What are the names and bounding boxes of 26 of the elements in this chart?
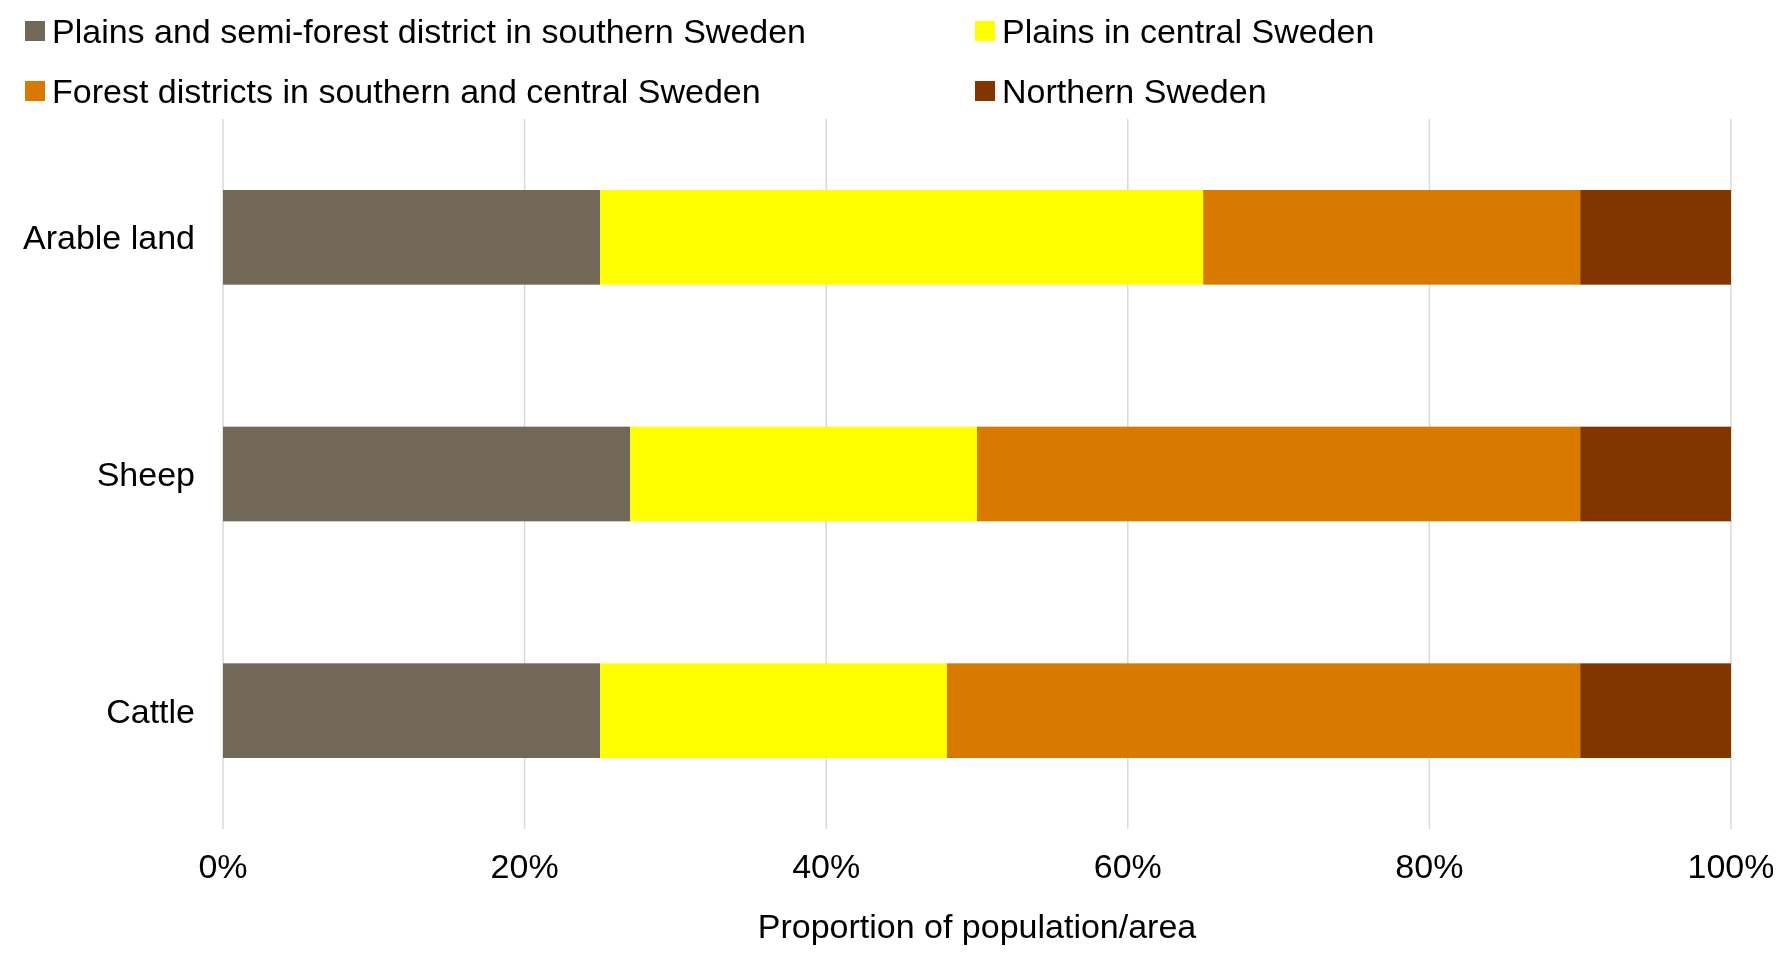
y-tick-label: Sheep	[96, 455, 195, 493]
x-tick-label: 60%	[1093, 847, 1162, 885]
x-tick-label: 20%	[490, 847, 559, 885]
legend-label: Plains in central Sweden	[1002, 12, 1375, 50]
bar	[977, 426, 1581, 522]
x-tick-label: 80%	[1395, 847, 1464, 885]
legend-label: Northern Sweden	[1002, 72, 1267, 110]
y-tick-label: Arable land	[22, 218, 195, 257]
bar	[1580, 426, 1731, 522]
legend-label: Plains and semi-forest district in southern Sweden	[52, 12, 807, 50]
y-tick-label: Cattle	[106, 691, 195, 730]
x-tick-label: 100%	[1687, 847, 1775, 885]
x-axis-title: Proportion of population/area	[757, 907, 1197, 945]
bar	[1580, 663, 1731, 758]
legend-label: Forest districts in southern and central Sweden	[52, 72, 761, 110]
bar	[1203, 190, 1581, 285]
x-tick-label: 40%	[792, 847, 861, 885]
bar	[630, 426, 977, 522]
bar	[1580, 190, 1731, 285]
bar	[946, 663, 1581, 758]
bar	[223, 663, 600, 758]
bar	[600, 663, 947, 758]
x-tick-label: 0%	[198, 847, 248, 885]
bar	[223, 190, 600, 285]
bar	[223, 426, 631, 522]
bar	[600, 190, 1204, 285]
